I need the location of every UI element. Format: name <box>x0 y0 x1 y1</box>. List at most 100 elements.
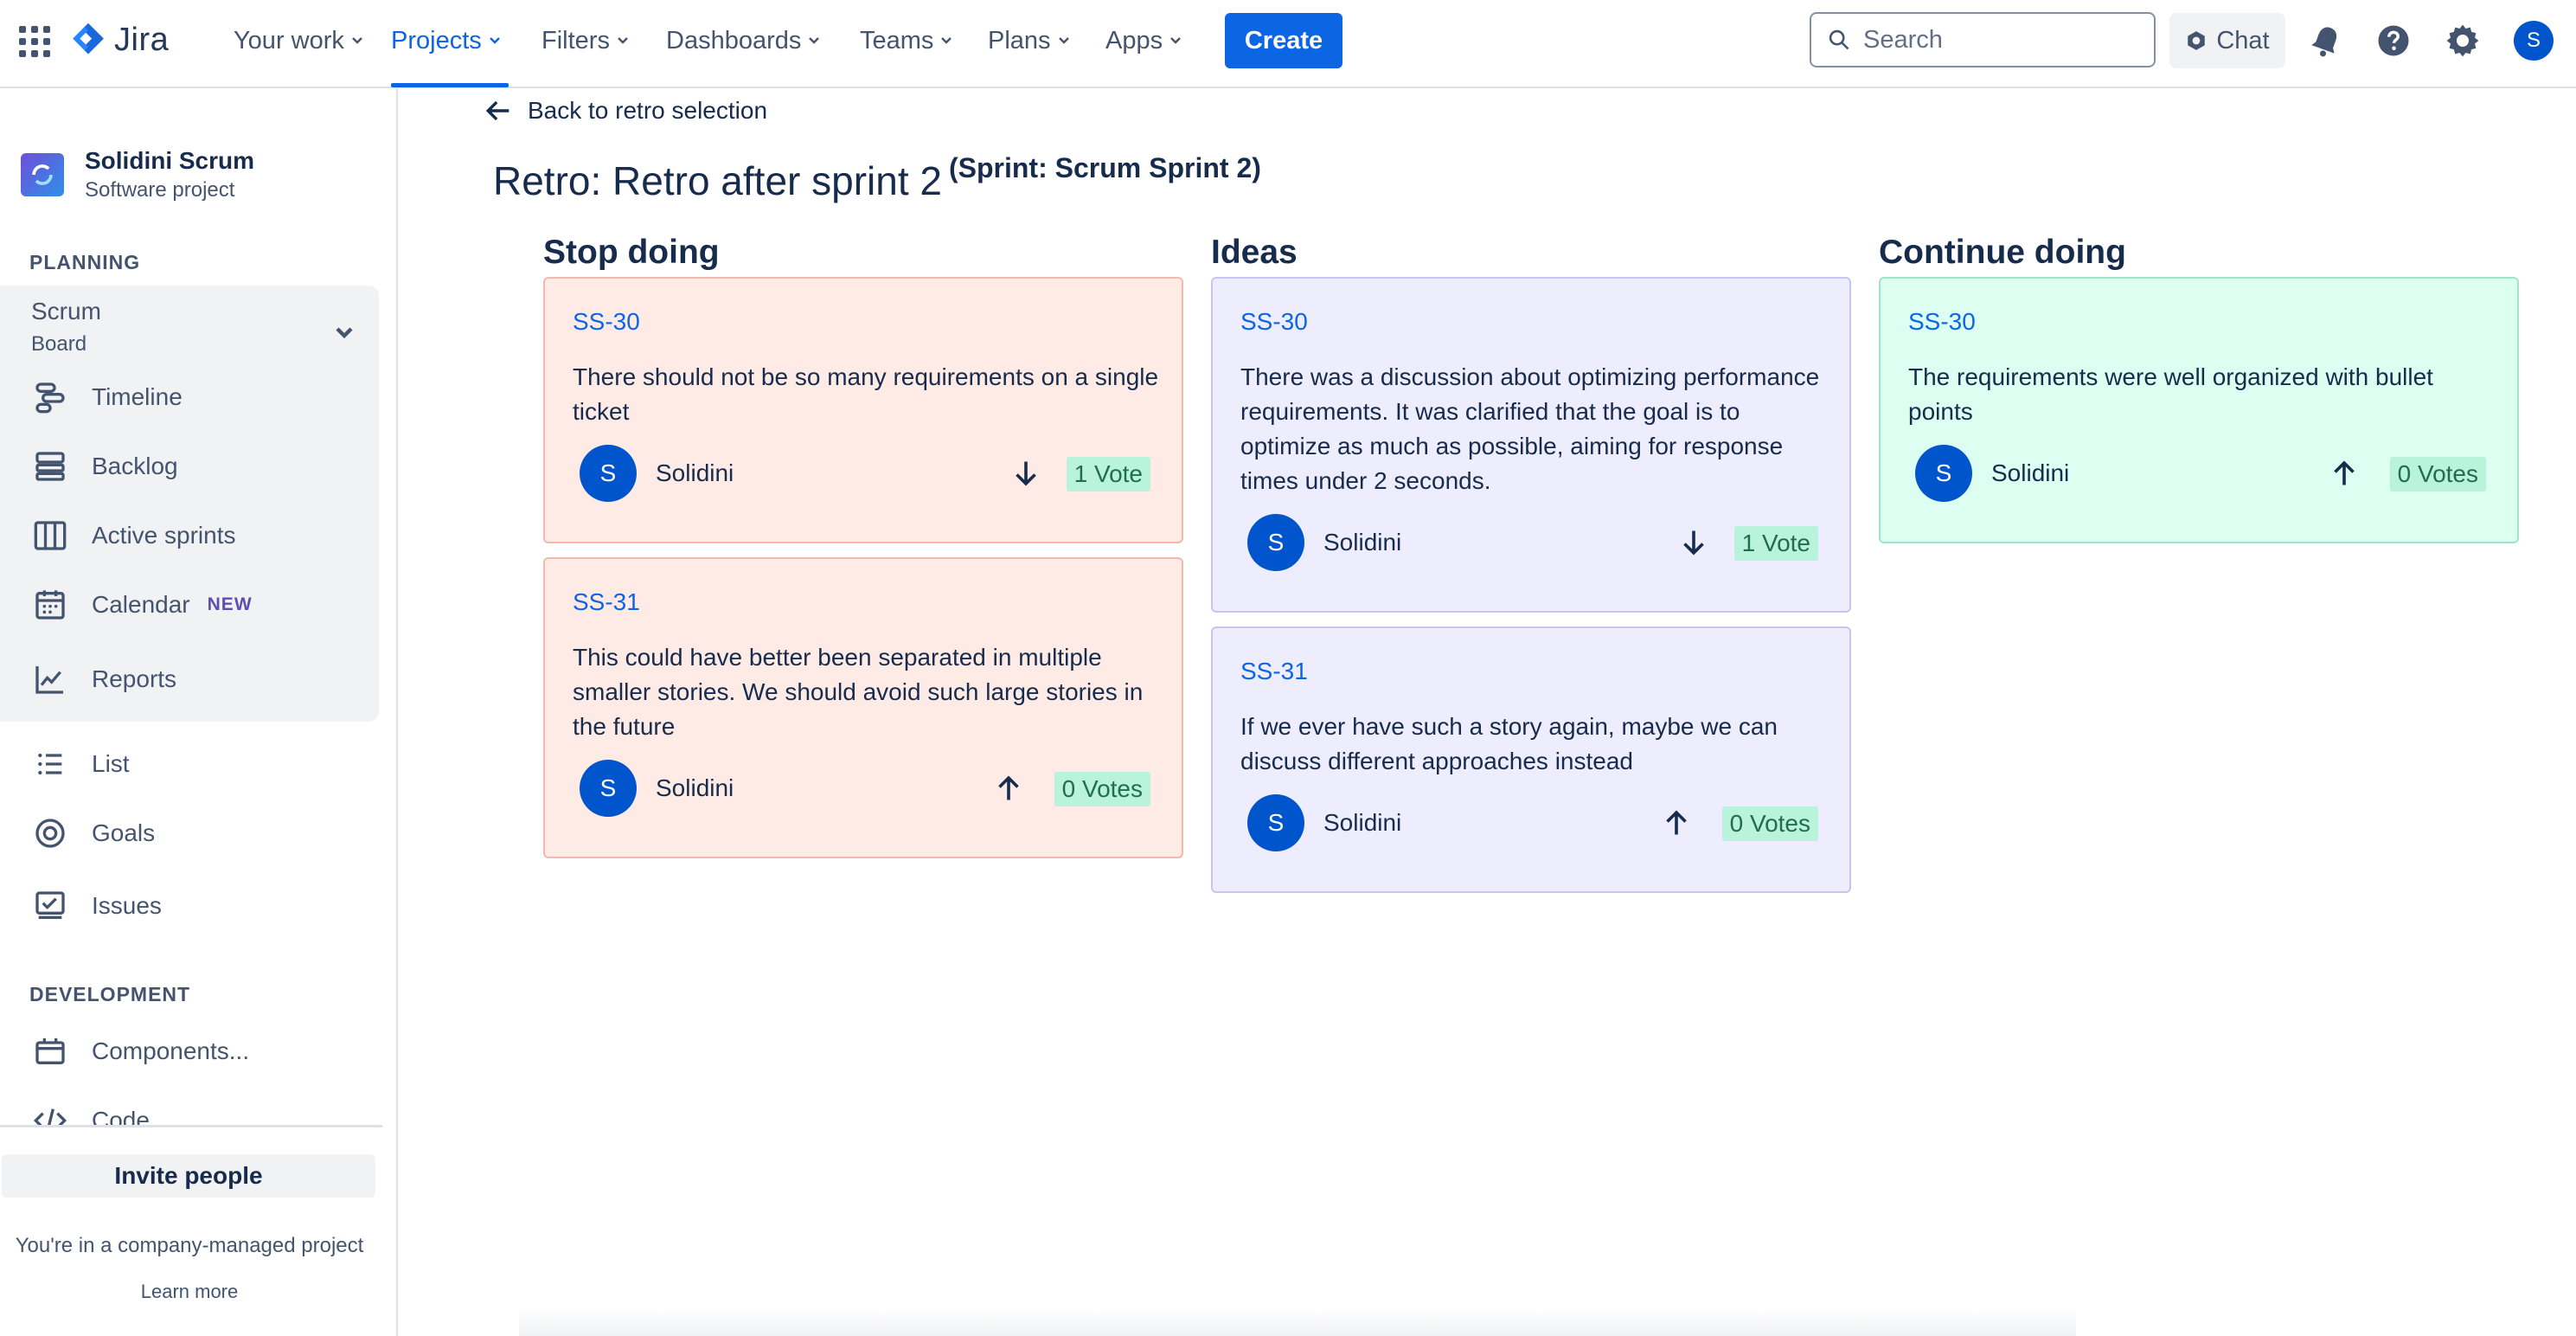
arrow-down-icon[interactable] <box>1010 458 1041 489</box>
sidebar-item-list[interactable]: List <box>33 742 130 786</box>
user-avatar[interactable]: S <box>2514 21 2554 61</box>
card-text: This could have better been separated in… <box>573 644 1144 740</box>
list-icon <box>38 753 62 775</box>
learn-more-link[interactable]: Learn more <box>140 1281 239 1302</box>
search-icon <box>1829 29 1849 50</box>
sidebar-scroll-clip: Code <box>0 1092 382 1125</box>
sidebar-item-backlog[interactable]: Backlog <box>33 445 178 488</box>
nav-apps[interactable]: Apps <box>1105 22 1182 59</box>
issue-key-link[interactable]: SS-30 <box>573 308 640 335</box>
arrow-down-icon[interactable] <box>1678 527 1709 558</box>
jira-logo-icon <box>73 22 104 55</box>
create-button[interactable]: Create <box>1225 13 1342 68</box>
sidebar-item-label: Backlog <box>92 453 178 479</box>
column-title-stop-doing: Stop doing <box>543 234 720 271</box>
chevron-down-icon <box>489 37 500 44</box>
sidebar-item-timeline[interactable]: Timeline <box>33 376 183 419</box>
sidebar-item-components[interactable]: Components... <box>33 1030 249 1073</box>
sidebar-item-reports[interactable]: Reports <box>33 658 176 701</box>
arrow-up-icon[interactable] <box>2329 458 2360 489</box>
top-navigation: Jira Your work Projects Filters Dashboar… <box>0 0 2576 88</box>
issue-key-link[interactable]: SS-31 <box>1240 658 1308 684</box>
avatar: S <box>580 760 637 817</box>
gear-icon <box>2446 24 2479 57</box>
card-text: There was a discussion about optimizing … <box>1240 363 1820 494</box>
notifications-button[interactable] <box>2306 21 2346 61</box>
sidebar-item-calendar[interactable]: Calendar NEW <box>33 583 253 626</box>
board-group: Scrum Board <box>0 286 379 722</box>
chevron-down-icon[interactable] <box>332 320 356 344</box>
card-footer: S Solidini 0 Votes <box>1247 794 1818 851</box>
issue-key-link[interactable]: SS-30 <box>1240 308 1308 335</box>
vote-count-badge: 1 Vote <box>1733 526 1818 561</box>
nav-apps-label: Apps <box>1105 26 1163 55</box>
footer-shadow <box>519 1308 2076 1336</box>
arrow-up-icon[interactable] <box>993 773 1024 804</box>
sidebar-divider <box>0 1125 382 1127</box>
sidebar-item-issues[interactable]: Issues <box>33 884 162 928</box>
column-title-continue-doing: Continue doing <box>1879 234 2126 271</box>
card-author: Solidini <box>656 459 734 486</box>
chevron-down-icon <box>941 37 952 44</box>
reports-chart-icon <box>35 666 63 694</box>
sidebar-item-label: Calendar <box>92 591 190 618</box>
retro-card: SS-30 There should not be so many requir… <box>543 277 1183 543</box>
goals-target-icon <box>35 819 65 848</box>
vote-count-badge: 0 Votes <box>1054 772 1150 806</box>
board-columns-icon <box>34 521 67 550</box>
project-avatar-icon <box>21 153 64 196</box>
chat-button[interactable]: Chat <box>2169 13 2285 68</box>
card-author: Solidini <box>1323 529 1402 556</box>
nav-dashboards[interactable]: Dashboards <box>666 22 820 59</box>
nav-your-work-label: Your work <box>234 26 344 55</box>
chevron-down-icon <box>352 37 362 44</box>
card-text: The requirements were well organized wit… <box>1908 363 2433 425</box>
avatar: S <box>1247 514 1304 571</box>
vote-count-badge: 0 Votes <box>2389 457 2486 491</box>
issue-key-link[interactable]: SS-30 <box>1908 308 1976 335</box>
nav-your-work[interactable]: Your work <box>234 22 363 59</box>
nav-plans[interactable]: Plans <box>988 22 1070 59</box>
sidebar-item-label: List <box>92 750 130 777</box>
retro-title: Retro: Retro after sprint 2 <box>493 158 942 203</box>
arrow-up-icon[interactable] <box>1661 807 1692 838</box>
nav-teams[interactable]: Teams <box>860 22 952 59</box>
search-box[interactable] <box>1810 12 2156 67</box>
help-button[interactable] <box>2374 21 2413 61</box>
nav-filters-label: Filters <box>541 26 610 55</box>
jira-logo[interactable]: Jira <box>69 21 169 59</box>
board-name[interactable]: Scrum <box>31 298 101 324</box>
card-author: Solidini <box>1323 809 1402 836</box>
nav-teams-label: Teams <box>860 26 934 55</box>
sidebar-item-label: Active sprints <box>92 522 236 549</box>
nav-dashboards-label: Dashboards <box>666 26 802 55</box>
settings-button[interactable] <box>2443 21 2483 61</box>
card-footer: S Solidini 0 Votes <box>1915 445 2486 502</box>
sidebar-item-goals[interactable]: Goals <box>33 812 155 855</box>
app-switcher-icon[interactable] <box>17 24 50 57</box>
bell-icon <box>2311 27 2337 57</box>
sync-icon <box>32 164 53 185</box>
search-input[interactable] <box>1863 25 2140 55</box>
sidebar-item-code[interactable]: Code <box>33 1099 150 1125</box>
project-header[interactable]: Solidini Scrum Software project <box>21 147 254 202</box>
nav-projects-label: Projects <box>391 26 482 55</box>
card-footer: S Solidini 1 Vote <box>580 445 1150 502</box>
code-icon <box>33 1108 67 1125</box>
back-to-retro-selection[interactable]: Back to retro selection <box>484 93 767 128</box>
issue-key-link[interactable]: SS-31 <box>573 588 640 615</box>
nav-projects[interactable]: Projects <box>391 22 501 59</box>
card-footer: S Solidini 0 Votes <box>580 760 1150 817</box>
card-footer: S Solidini 1 Vote <box>1247 514 1818 571</box>
chevron-down-icon <box>1170 37 1181 44</box>
sidebar-item-active-sprints[interactable]: Active sprints <box>33 514 236 557</box>
sidebar-item-label: Issues <box>92 892 162 919</box>
chevron-down-icon <box>809 37 820 44</box>
nav-filters[interactable]: Filters <box>541 22 629 59</box>
sidebar-item-label: Components... <box>92 1037 250 1064</box>
chat-icon <box>2188 31 2206 50</box>
project-name: Solidini Scrum <box>85 147 255 174</box>
invite-people-button[interactable]: Invite people <box>2 1154 375 1198</box>
avatar: S <box>580 445 637 502</box>
sprint-subtitle: (Sprint: Scrum Sprint 2) <box>948 152 1261 183</box>
